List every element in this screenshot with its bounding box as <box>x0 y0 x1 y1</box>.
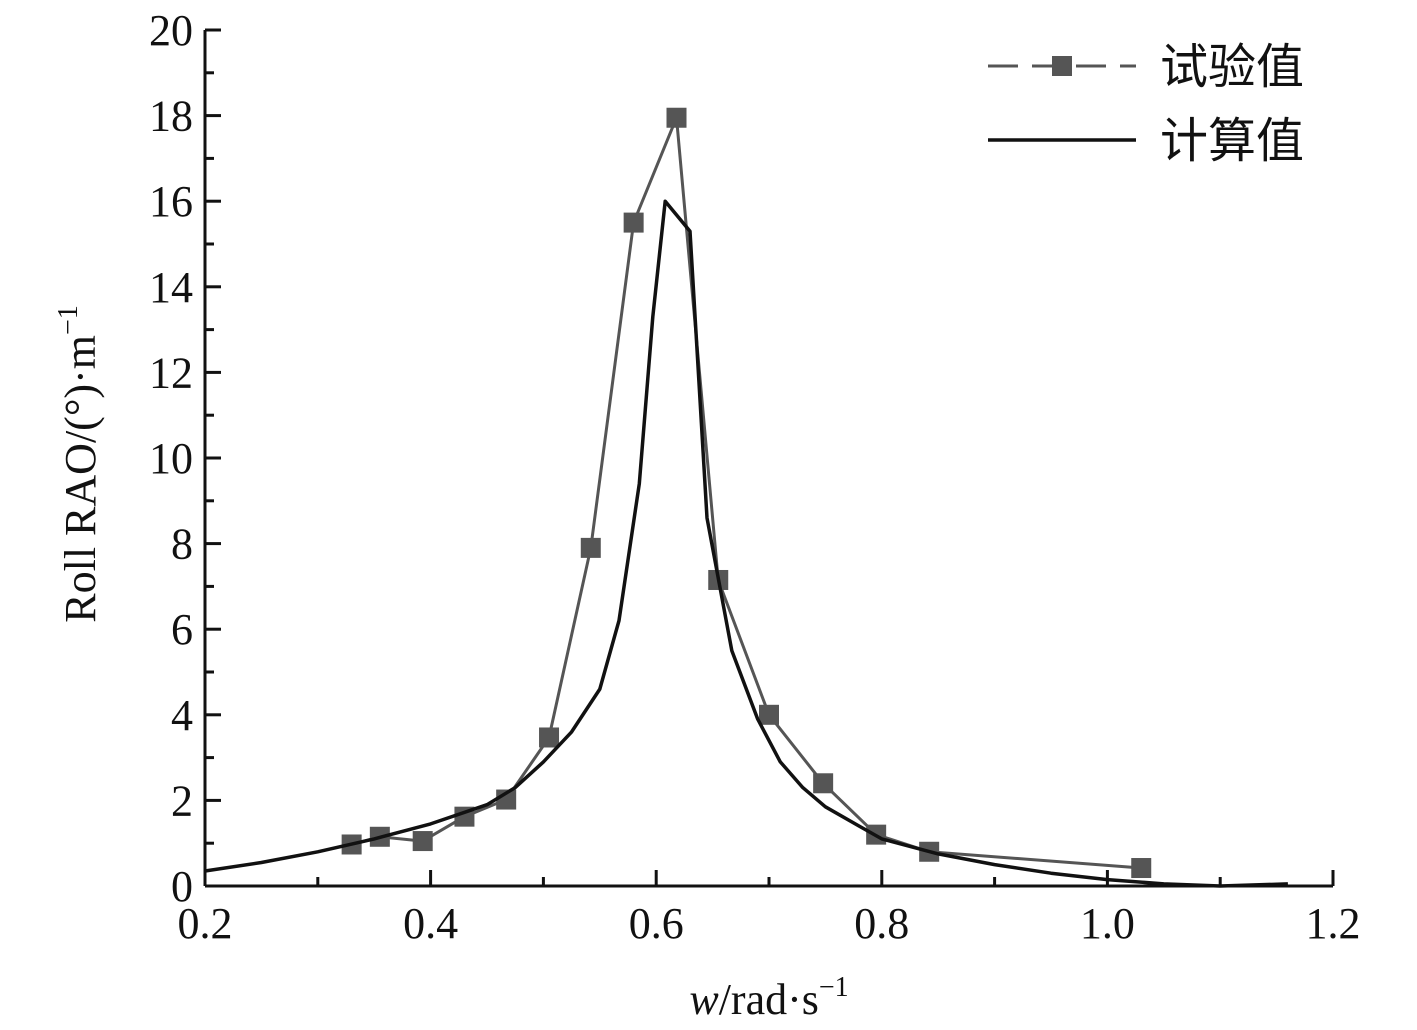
x-tick-label: 0.4 <box>403 899 458 948</box>
legend-label: 试验值 <box>1160 39 1304 95</box>
x-axis-label-unit: /rad·s <box>719 975 819 1024</box>
axes: 0.2 0.4 0.6 0.8 1.0 1.2 0 2 4 6 8 10 12 14 16 18 20 <box>149 6 1361 948</box>
y-tick-label: 20 <box>149 6 193 55</box>
y-tick-label: 18 <box>149 92 193 141</box>
series-line-calculation <box>204 199 1288 888</box>
data-point-marker <box>759 704 779 725</box>
y-tick-label: 2 <box>171 776 193 825</box>
legend-label: 计算值 <box>1160 113 1304 169</box>
x-tick-label: 0.6 <box>629 899 684 948</box>
data-point-marker <box>813 773 834 794</box>
y-tick-label: 8 <box>171 520 193 569</box>
legend-marker <box>1052 56 1072 76</box>
y-tick-label: 6 <box>171 605 193 654</box>
x-tick-label: 1.2 <box>1306 899 1361 948</box>
y-tick-label: 12 <box>149 348 193 397</box>
x-tick-label: 1.0 <box>1080 899 1135 948</box>
y-tick-label: 14 <box>149 263 193 312</box>
y-axis-label: Roll RAO/(°)·m−1 <box>53 305 105 623</box>
data-point-marker <box>580 537 601 558</box>
data-point-marker <box>623 212 644 233</box>
series-layer <box>204 107 1288 888</box>
y-tick-label: 10 <box>149 434 193 483</box>
y-axis-label-text: Roll RAO/(°)·m <box>56 335 105 623</box>
y-axis-label-exponent: −1 <box>53 305 84 335</box>
x-tick-label: 0.2 <box>178 899 233 948</box>
series-line-experiment <box>351 116 1142 870</box>
data-point-marker <box>1131 858 1152 879</box>
y-tick-label: 0 <box>171 862 193 911</box>
y-tick-label: 4 <box>171 691 193 740</box>
data-point-marker <box>666 107 687 128</box>
x-axis-label-symbol: w <box>689 975 719 1024</box>
x-axis-label-exponent: −1 <box>819 972 849 1003</box>
y-tick-label: 16 <box>149 177 193 226</box>
data-point-marker <box>539 727 560 748</box>
data-point-marker <box>412 831 433 852</box>
x-tick-label: 0.8 <box>854 899 909 948</box>
x-axis-label: w/rad·s−1 <box>689 972 848 1024</box>
